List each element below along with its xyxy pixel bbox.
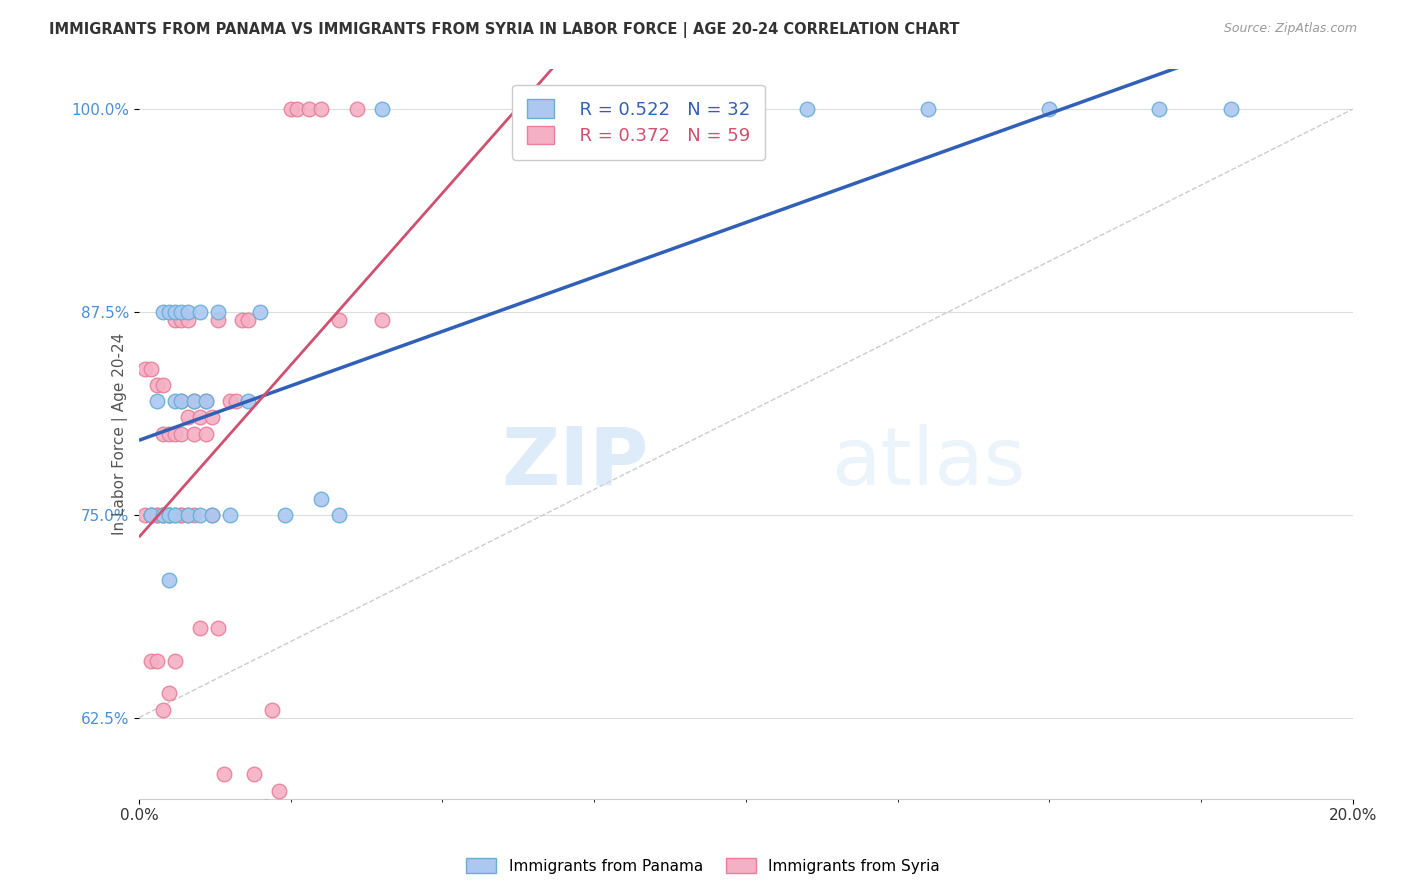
Point — [165, 654, 187, 668]
Point — [254, 800, 277, 814]
Text: ZIP: ZIP — [502, 424, 648, 502]
Point — [212, 767, 235, 781]
Point — [238, 394, 260, 409]
Point — [139, 654, 162, 668]
Point — [1147, 102, 1170, 116]
Text: Source: ZipAtlas.com: Source: ZipAtlas.com — [1223, 22, 1357, 36]
Point — [170, 313, 193, 327]
Point — [139, 508, 162, 522]
Point — [1038, 102, 1060, 116]
Legend:   R = 0.522   N = 32,   R = 0.372   N = 59: R = 0.522 N = 32, R = 0.372 N = 59 — [512, 85, 765, 160]
Legend: Immigrants from Panama, Immigrants from Syria: Immigrants from Panama, Immigrants from … — [460, 852, 946, 880]
Point — [165, 313, 187, 327]
Point — [201, 508, 224, 522]
Point — [157, 305, 180, 319]
Point — [194, 394, 217, 409]
Point — [309, 491, 332, 506]
Point — [152, 702, 174, 716]
Point — [170, 394, 193, 409]
Point — [152, 378, 174, 392]
Point — [134, 361, 156, 376]
Point — [370, 102, 392, 116]
Point — [183, 508, 205, 522]
Point — [188, 305, 211, 319]
Point — [207, 305, 229, 319]
Point — [157, 508, 180, 522]
Point — [152, 426, 174, 441]
Point — [207, 313, 229, 327]
Point — [152, 508, 174, 522]
Point — [201, 410, 224, 425]
Y-axis label: In Labor Force | Age 20-24: In Labor Force | Age 20-24 — [112, 333, 128, 535]
Point — [157, 686, 180, 700]
Point — [146, 378, 169, 392]
Point — [188, 508, 211, 522]
Point — [183, 426, 205, 441]
Point — [165, 508, 187, 522]
Point — [170, 508, 193, 522]
Point — [176, 410, 198, 425]
Point — [170, 508, 193, 522]
Point — [201, 508, 224, 522]
Point — [194, 426, 217, 441]
Point — [176, 508, 198, 522]
Point — [170, 394, 193, 409]
Point — [157, 508, 180, 522]
Point — [267, 783, 290, 797]
Point — [157, 508, 180, 522]
Point — [152, 305, 174, 319]
Point — [231, 313, 253, 327]
Point — [176, 305, 198, 319]
Point — [152, 508, 174, 522]
Point — [165, 305, 187, 319]
Point — [328, 313, 350, 327]
Point — [207, 621, 229, 635]
Point — [188, 410, 211, 425]
Point — [146, 508, 169, 522]
Point — [285, 102, 308, 116]
Point — [370, 313, 392, 327]
Point — [238, 313, 260, 327]
Point — [188, 621, 211, 635]
Point — [152, 508, 174, 522]
Point — [157, 426, 180, 441]
Point — [280, 102, 302, 116]
Point — [157, 508, 180, 522]
Point — [243, 767, 266, 781]
Point — [219, 508, 242, 522]
Text: atlas: atlas — [831, 424, 1025, 502]
Point — [139, 361, 162, 376]
Point — [1220, 102, 1243, 116]
Text: IMMIGRANTS FROM PANAMA VS IMMIGRANTS FROM SYRIA IN LABOR FORCE | AGE 20-24 CORRE: IMMIGRANTS FROM PANAMA VS IMMIGRANTS FRO… — [49, 22, 960, 38]
Point — [146, 508, 169, 522]
Point — [219, 394, 242, 409]
Point — [139, 508, 162, 522]
Point — [183, 394, 205, 409]
Point — [225, 394, 247, 409]
Point — [194, 394, 217, 409]
Point — [157, 573, 180, 587]
Point — [176, 508, 198, 522]
Point — [170, 426, 193, 441]
Point — [165, 508, 187, 522]
Point — [328, 508, 350, 522]
Point — [262, 702, 284, 716]
Point — [165, 394, 187, 409]
Point — [165, 426, 187, 441]
Point — [917, 102, 939, 116]
Point — [139, 508, 162, 522]
Point — [346, 102, 368, 116]
Point — [176, 313, 198, 327]
Point — [309, 102, 332, 116]
Point — [298, 102, 321, 116]
Point — [146, 394, 169, 409]
Point — [183, 394, 205, 409]
Point — [796, 102, 818, 116]
Point — [249, 305, 271, 319]
Point — [170, 305, 193, 319]
Point — [146, 654, 169, 668]
Point — [134, 508, 156, 522]
Point — [273, 508, 295, 522]
